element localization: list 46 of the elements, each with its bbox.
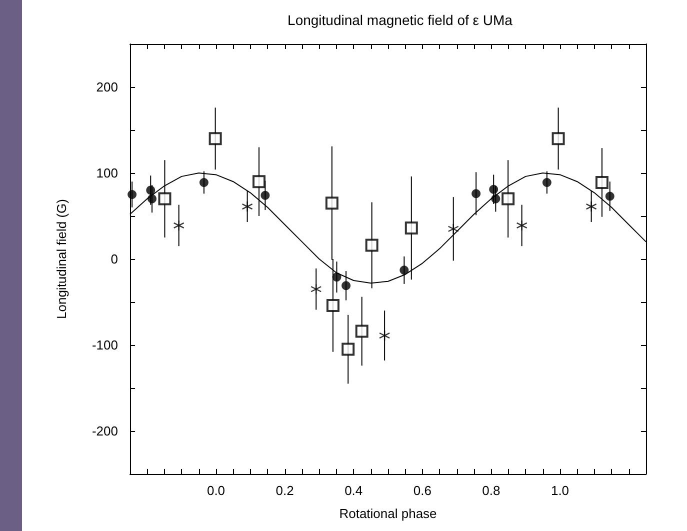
x-tick-label: 0.0 [206, 483, 226, 498]
point [542, 178, 552, 187]
point [310, 284, 322, 295]
point [342, 281, 351, 290]
x-tick-label: 0.8 [482, 483, 500, 498]
point [158, 192, 172, 206]
point [148, 194, 157, 204]
point [342, 342, 355, 356]
point [199, 178, 208, 187]
x-tick-label: 0.6 [413, 483, 432, 498]
point [242, 200, 253, 212]
point [378, 330, 390, 342]
y-tick-label: 200 [96, 80, 118, 94]
y-tick-label: -100 [92, 338, 118, 352]
point [355, 324, 368, 338]
y-tick-label: 0 [110, 252, 118, 266]
point [173, 220, 184, 232]
x-tick-label: 0.4 [344, 483, 363, 498]
chart-title: Longitudinal magnetic field of ε UMa [288, 12, 513, 28]
point [128, 190, 137, 199]
point [552, 132, 565, 146]
point [325, 196, 338, 210]
point [404, 222, 418, 235]
point [586, 200, 597, 212]
x-tick-label: 1.0 [550, 483, 570, 498]
point [489, 184, 498, 194]
point [595, 176, 608, 189]
point [208, 132, 222, 146]
point [146, 186, 156, 195]
point [605, 192, 614, 201]
point [516, 220, 528, 232]
y-axis-title: Longitudinal field (G) [54, 199, 69, 319]
point [260, 190, 270, 200]
x-tick-label: 0.2 [276, 483, 294, 498]
point [448, 223, 459, 234]
point [502, 192, 515, 206]
x-axis-title: Rotational phase [339, 506, 437, 521]
y-tick-label: 100 [96, 166, 118, 180]
point [365, 238, 378, 252]
point [400, 266, 409, 275]
point [332, 272, 342, 282]
point [326, 298, 340, 312]
point [491, 194, 500, 204]
point [472, 189, 481, 198]
point [252, 175, 266, 188]
y-tick-label: -200 [92, 424, 118, 438]
